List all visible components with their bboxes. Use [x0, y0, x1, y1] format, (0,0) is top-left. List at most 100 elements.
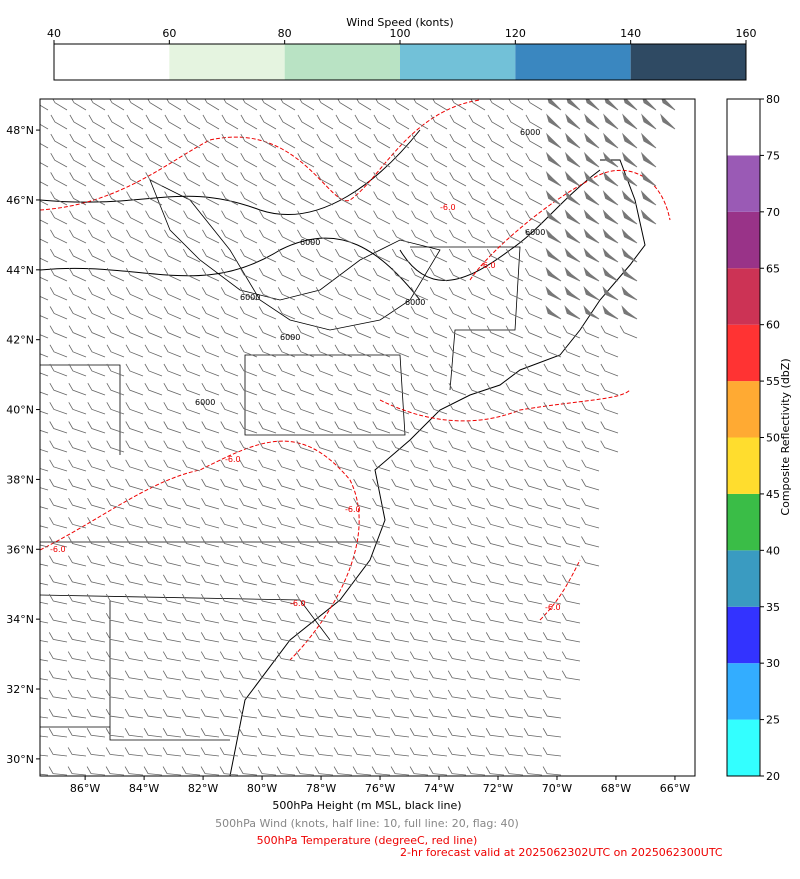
wind-barb [372, 497, 391, 510]
wind-barb [410, 478, 429, 491]
tick-label: 34°N [6, 613, 34, 626]
wind-barb [49, 459, 68, 472]
wind-barb [314, 670, 334, 681]
wind-barb [429, 517, 448, 529]
wind-barb [542, 651, 562, 662]
wind-barb [542, 689, 562, 700]
wind-barb [429, 267, 448, 282]
wind-barb [220, 363, 239, 377]
wind-barb [107, 172, 125, 187]
wind-barb [391, 402, 410, 415]
wind-barb [411, 172, 429, 187]
wind-barb [581, 478, 600, 491]
wind-barb [182, 267, 201, 282]
wind-barb [50, 172, 68, 187]
wind-barb [352, 728, 372, 738]
wind-barb [68, 421, 87, 434]
wind-barb [410, 459, 429, 472]
wind-barb [50, 229, 68, 244]
wind-barb [259, 153, 277, 168]
wind-barb [278, 133, 296, 149]
wind-barb [49, 402, 68, 415]
wind-barb [163, 517, 182, 529]
wind-barb [543, 555, 562, 567]
wind-barb [581, 344, 600, 358]
wind-barb [447, 632, 467, 643]
wind-barb [372, 459, 391, 472]
wind-barb [259, 133, 277, 149]
wind-barb [411, 191, 429, 206]
wind-barb [164, 229, 182, 244]
wind-barb [373, 153, 391, 168]
wind-barb [352, 593, 372, 605]
wind-barb [353, 402, 372, 415]
wind-barb [430, 153, 448, 168]
wind-barb [467, 344, 486, 358]
wind-barb [67, 708, 87, 719]
wind-barb [353, 478, 372, 491]
colorbar-bin [727, 381, 760, 438]
wind-barb [295, 689, 315, 700]
wind-barb [581, 382, 600, 396]
wind-barb [390, 593, 410, 605]
wind-barb [335, 114, 353, 130]
wind-barb [429, 325, 448, 339]
wind-barb [183, 229, 201, 244]
wind-barb [525, 153, 543, 168]
wind-barb [220, 517, 239, 529]
wind-barb [524, 421, 543, 434]
wind-barb [219, 670, 239, 681]
wind-barb [200, 689, 220, 700]
wind-barb [485, 728, 505, 738]
wind-barb [162, 766, 182, 776]
wind-barb [581, 440, 600, 453]
wind-flag [583, 266, 600, 282]
wind-barb [524, 325, 543, 339]
wind-barb [487, 114, 505, 130]
wind-barb [334, 287, 353, 301]
wind-barb [295, 670, 315, 681]
wind-barb [183, 114, 201, 130]
wind-barb [391, 536, 410, 548]
wind-barb [182, 478, 201, 491]
wind-barb [143, 593, 163, 605]
wind-barb [447, 689, 467, 700]
wind-barb [562, 382, 581, 396]
wind-barb [106, 306, 125, 320]
wind-barb [524, 517, 543, 529]
wind-barb [448, 287, 467, 301]
wind-barb [90, 99, 106, 111]
wind-barb [86, 708, 106, 719]
wind-barb [524, 382, 543, 396]
wind-barb [318, 99, 334, 111]
wind-barb [278, 153, 296, 168]
wind-barb [523, 689, 543, 700]
wind-barb [543, 517, 562, 529]
wind-barb [449, 191, 467, 206]
wind-barb [200, 766, 220, 776]
wind-barb [316, 153, 334, 168]
wind-barb [49, 555, 68, 567]
wind-barb [86, 728, 106, 738]
wind-barb [314, 651, 334, 662]
wind-barb [258, 287, 277, 301]
wind-barb [352, 613, 372, 624]
wind-barb [124, 651, 144, 662]
wind-barb [486, 363, 505, 377]
wind-barb [143, 708, 163, 719]
wind-barb [371, 708, 391, 719]
wind-barb [221, 153, 239, 168]
wind-barb [505, 402, 524, 415]
wind-barb [543, 344, 562, 358]
wind-flag [641, 113, 657, 130]
wind-barb [333, 708, 353, 719]
wind-barb [505, 248, 524, 263]
wind-barb [201, 287, 220, 301]
wind-barb [353, 536, 372, 548]
tick-label: 80 [766, 93, 780, 106]
wind-barb [201, 363, 220, 377]
wind-barb [220, 287, 239, 301]
wind-barb [485, 747, 505, 757]
wind-barb [315, 536, 334, 548]
wind-barb [219, 651, 239, 662]
